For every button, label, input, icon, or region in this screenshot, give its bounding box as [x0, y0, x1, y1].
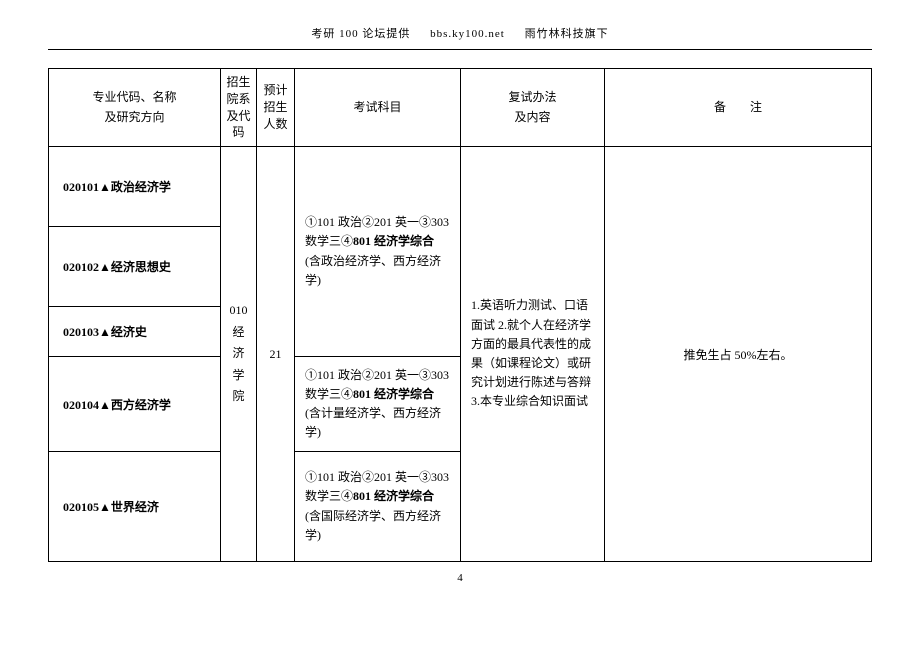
- cell-major-2: 020102▲经济思想史: [49, 227, 221, 307]
- table-header-row: 专业代码、名称 及研究方向 招生院系及代码 预计招生人数 考试科目 复试办法 及…: [49, 69, 872, 147]
- page-number: 4: [48, 572, 872, 584]
- major-1-text: 020101▲政治经济学: [63, 180, 171, 194]
- exam2-bold: 801 经济学综合: [353, 387, 434, 401]
- table-row: 020101▲政治经济学 010 经济 学院 21 ①101 政治②201 英一…: [49, 147, 872, 227]
- cell-retest: 1.英语听力测试、口语面试 2.就个人在经济学方面的最具代表性的成果（如课程论文…: [461, 147, 605, 562]
- catalog-table: 专业代码、名称 及研究方向 招生院系及代码 预计招生人数 考试科目 复试办法 及…: [48, 68, 872, 562]
- cell-exam-2: ①101 政治②201 英一③303 数学三④801 经济学综合(含计量经济学、…: [295, 357, 461, 452]
- page-number-text: 4: [457, 572, 463, 584]
- major-5-text: 020105▲世界经济: [63, 500, 159, 514]
- major-2-text: 020102▲经济思想史: [63, 260, 171, 274]
- cell-major-1: 020101▲政治经济学: [49, 147, 221, 227]
- cell-count: 21: [257, 147, 295, 562]
- retest-text: 1.英语听力测试、口语面试 2.就个人在经济学方面的最具代表性的成果（如课程论文…: [471, 298, 591, 408]
- exam1-b: (含政治经济学、西方经济学): [305, 254, 441, 287]
- th-major-text: 专业代码、名称 及研究方向: [92, 90, 176, 123]
- th-exam: 考试科目: [295, 69, 461, 147]
- exam1-bold: 801 经济学综合: [353, 234, 434, 248]
- th-remark-pre: 备: [714, 100, 750, 114]
- exam2-b: (含计量经济学、西方经济学): [305, 406, 441, 439]
- header-part3: 雨竹林科技旗下: [525, 28, 609, 40]
- th-count-text: 预计招生人数: [263, 83, 287, 131]
- major-4-text: 020104▲西方经济学: [63, 398, 171, 412]
- cell-exam-3: ①101 政治②201 英一③303 数学三④801 经济学综合(含国际经济学、…: [295, 452, 461, 562]
- header-part1: 考研 100 论坛提供: [311, 28, 410, 40]
- cell-major-4: 020104▲西方经济学: [49, 357, 221, 452]
- cell-dept: 010 经济 学院: [221, 147, 257, 562]
- remark-text: 推免生占 50%左右。: [684, 348, 793, 362]
- th-exam-text: 考试科目: [353, 100, 401, 114]
- count-text: 21: [270, 347, 282, 361]
- document-page: 考研 100 论坛提供 bbs.ky100.net 雨竹林科技旗下 专业代码、名…: [0, 0, 920, 648]
- page-header: 考研 100 论坛提供 bbs.ky100.net 雨竹林科技旗下: [48, 25, 872, 41]
- header-rule: [48, 49, 872, 50]
- th-major: 专业代码、名称 及研究方向: [49, 69, 221, 147]
- th-retest: 复试办法 及内容: [461, 69, 605, 147]
- cell-exam-1: ①101 政治②201 英一③303 数学三④801 经济学综合(含政治经济学、…: [295, 147, 461, 357]
- exam3-bold: 801 经济学综合: [353, 489, 434, 503]
- dept-text: 010 经济 学院: [230, 303, 248, 403]
- th-count: 预计招生人数: [257, 69, 295, 147]
- th-remark-suf: 注: [750, 100, 762, 114]
- th-remark: 备注: [605, 69, 872, 147]
- cell-major-3: 020103▲经济史: [49, 307, 221, 357]
- major-3-text: 020103▲经济史: [63, 325, 147, 339]
- header-part2: bbs.ky100.net: [430, 28, 505, 40]
- exam3-b: (含国际经济学、西方经济学): [305, 509, 441, 542]
- th-dept-text: 招生院系及代码: [226, 75, 250, 139]
- th-dept: 招生院系及代码: [221, 69, 257, 147]
- cell-major-5: 020105▲世界经济: [49, 452, 221, 562]
- cell-remark: 推免生占 50%左右。: [605, 147, 872, 562]
- th-retest-text: 复试办法 及内容: [508, 90, 556, 123]
